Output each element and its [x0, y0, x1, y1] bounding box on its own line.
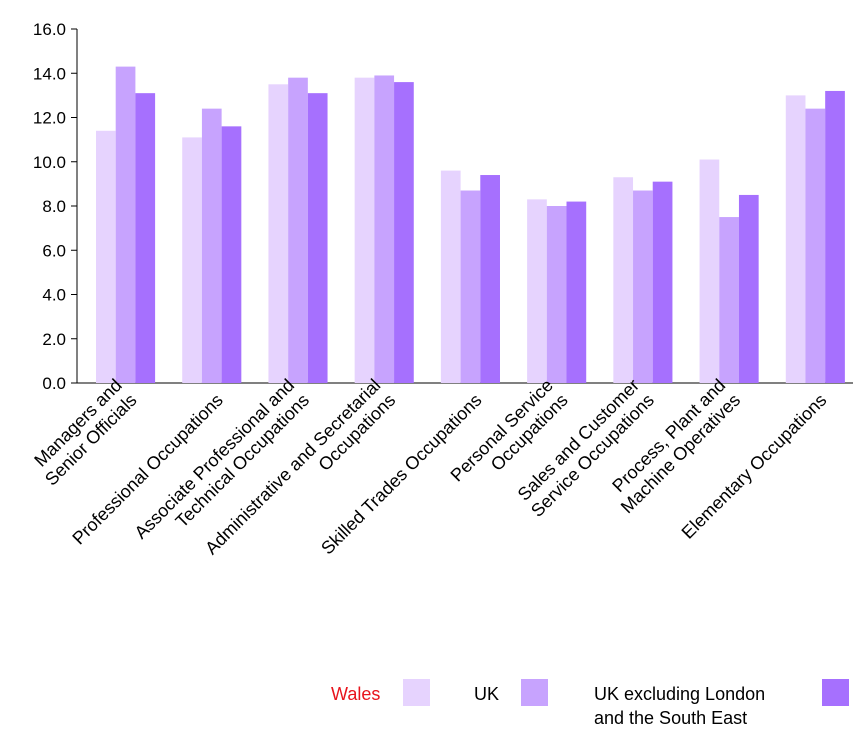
bar-wales: [96, 130, 116, 383]
bar-uk-excluding-london-and-the-south-east: [566, 201, 587, 383]
y-tick-label: 8.0: [42, 197, 66, 216]
bar-wales: [440, 170, 461, 383]
bar-uk-excluding-london-and-the-south-east: [394, 82, 414, 383]
legend-swatch-wales: [403, 679, 430, 706]
legend-swatch-uk: [521, 679, 548, 706]
bar-uk: [719, 217, 739, 383]
bar-wales: [527, 199, 547, 383]
bar-uk-excluding-london-and-the-south-east: [221, 126, 242, 383]
bar-uk-excluding-london-and-the-south-east: [307, 93, 328, 383]
y-tick-label: 14.0: [33, 64, 66, 83]
bar-uk: [374, 75, 395, 384]
y-axis-ticks: 0.0 2.0 4.0 6.0 8.0 10.0 12.0 14.0 16.0: [33, 20, 77, 393]
bar-wales: [354, 77, 375, 384]
bar-uk-excluding-london-and-the-south-east: [652, 181, 673, 383]
y-tick-label: 12.0: [33, 109, 66, 128]
legend-label-wales: Wales: [331, 684, 381, 704]
y-tick-label: 2.0: [42, 330, 66, 349]
bar-wales: [268, 84, 289, 383]
y-tick-label: 10.0: [33, 153, 66, 172]
y-tick-label: 4.0: [42, 286, 66, 305]
bar-uk: [633, 190, 653, 383]
bar-uk-excluding-london-and-the-south-east: [738, 194, 759, 383]
bar-uk: [201, 108, 222, 384]
bar-uk: [115, 66, 136, 384]
y-tick-label: 0.0: [42, 374, 66, 393]
bar-wales: [613, 177, 634, 383]
bar-uk-excluding-london-and-the-south-east: [480, 175, 500, 383]
bar-wales: [699, 159, 720, 383]
bar-uk: [805, 108, 826, 384]
bar-uk: [288, 77, 308, 384]
bar-uk: [460, 190, 481, 383]
bar-uk: [546, 206, 567, 383]
bars: [96, 66, 845, 384]
legend-label-uk: UK: [474, 684, 500, 704]
legend-label-uk-excluding-line1: UK excluding London: [594, 684, 766, 704]
bar-wales: [182, 137, 202, 383]
bar-wales: [785, 95, 806, 383]
legend-label-uk-excluding-line2: and the South East: [594, 708, 748, 728]
legend-swatch-uk-excluding: [822, 679, 849, 706]
bar-uk-excluding-london-and-the-south-east: [825, 90, 845, 383]
bar-uk-excluding-london-and-the-south-east: [135, 93, 156, 383]
y-tick-label: 6.0: [42, 241, 66, 260]
y-tick-label: 16.0: [33, 20, 66, 39]
